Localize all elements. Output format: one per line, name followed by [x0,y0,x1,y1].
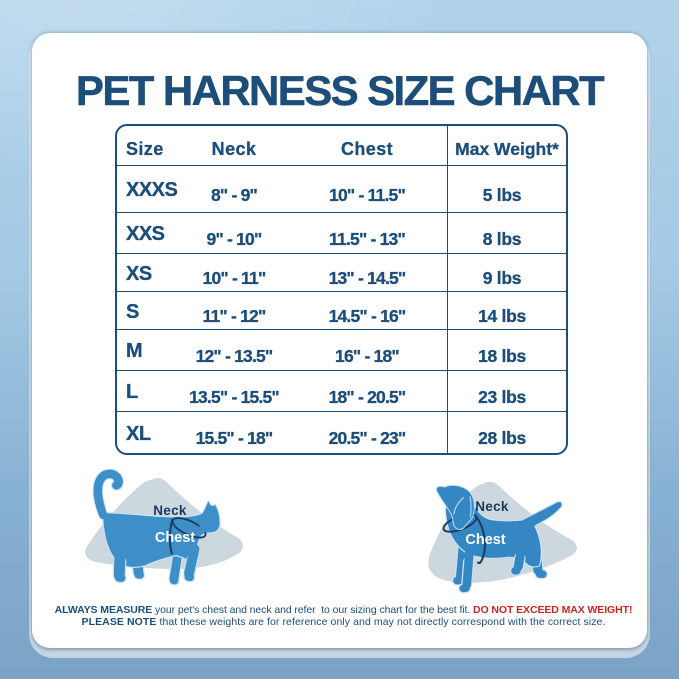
svg-text:Neck: Neck [153,503,187,518]
svg-text:Neck: Neck [475,499,509,514]
svg-text:Chest: Chest [155,530,195,546]
svg-text:Chest: Chest [465,532,505,548]
